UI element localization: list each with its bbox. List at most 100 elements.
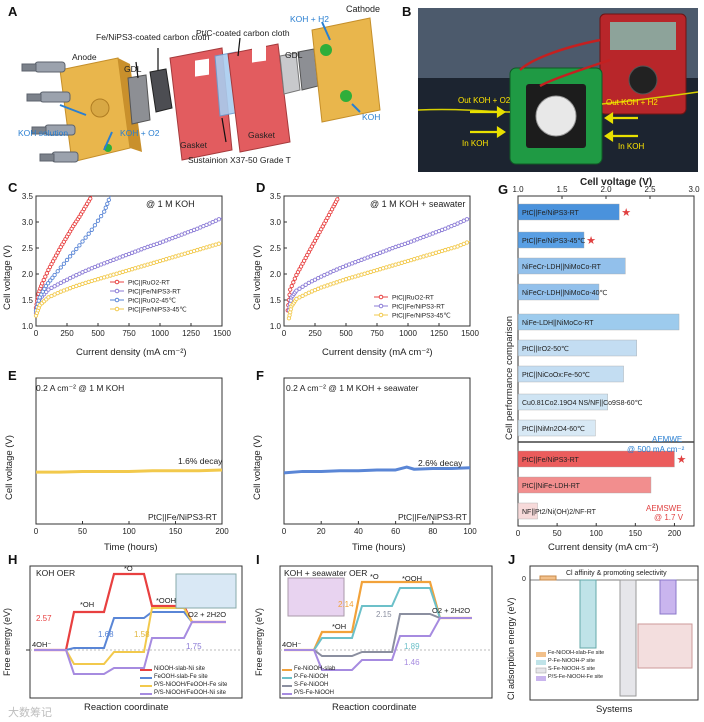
label-koh-h2: KOH + H2 bbox=[290, 14, 329, 24]
panel-b-label: B bbox=[402, 4, 412, 19]
path-s-fe-niooh bbox=[284, 613, 472, 657]
y-tick-label: 2.5 bbox=[22, 244, 34, 253]
bar-p-fe-niooh bbox=[579, 579, 597, 649]
panel-i-label: I bbox=[256, 552, 260, 567]
panel-j: J 0 Cl affinity & promoting selectivity … bbox=[504, 552, 704, 722]
panel-i-energy-diagram bbox=[279, 565, 493, 699]
top-tick-label: 1.5 bbox=[556, 185, 568, 194]
path-p-fe-niooh bbox=[284, 587, 472, 651]
x-tick-label: 60 bbox=[391, 527, 400, 536]
bar-label: NiFeCr-LDH||NiMoCo-40℃ bbox=[522, 290, 608, 297]
series-line bbox=[283, 465, 471, 475]
x-tick-label: 20 bbox=[317, 527, 326, 536]
label-out-right: Out KOH + H2 bbox=[606, 98, 658, 107]
data-point bbox=[294, 288, 299, 293]
panel-i-ylabel: Free energy (eV) bbox=[254, 607, 264, 676]
x-tick-label: 250 bbox=[308, 329, 322, 338]
legend-label: PtC||Fe/NiPS3-45℃ bbox=[392, 312, 451, 320]
x-tick-label: 1250 bbox=[182, 329, 200, 338]
bar bbox=[517, 502, 538, 520]
device-photo bbox=[417, 8, 699, 172]
anode-gdl bbox=[127, 74, 151, 125]
y-tick-label: 3.5 bbox=[270, 192, 282, 201]
x-tick-label: 1250 bbox=[430, 329, 448, 338]
top-tick-label: 1.0 bbox=[512, 185, 524, 194]
data-point bbox=[291, 280, 296, 285]
legend-label: PtC||RuO2-RT bbox=[128, 280, 170, 287]
panel-i-xlabel: Reaction coordinate bbox=[332, 702, 417, 713]
data-point bbox=[292, 276, 297, 281]
panel-h-label: H bbox=[8, 552, 18, 567]
bar-label: NiFe-LDH||NiMoCo-RT bbox=[522, 320, 594, 327]
anode-port bbox=[90, 98, 110, 118]
panel-i-s3: *OOH bbox=[402, 574, 423, 583]
panel-h-s1: *OH bbox=[80, 600, 95, 609]
bar-label: PtC||IrO2-50℃ bbox=[522, 346, 569, 353]
x-tick-label: 250 bbox=[60, 329, 74, 338]
cathode-outlet bbox=[340, 90, 352, 102]
label-membrane: Sustainion X37-50 Grade T bbox=[188, 155, 291, 165]
x-tick-label: 200 bbox=[668, 529, 682, 538]
x-tick-label: 100 bbox=[122, 527, 136, 536]
watermark: 大数筹记 bbox=[8, 707, 52, 719]
bar-label: PtC||Fe/NiPS3-RT bbox=[522, 210, 580, 217]
panel-e-device: PtC||Fe/NiPS3-RT bbox=[148, 512, 217, 522]
panel-h-legend bbox=[140, 669, 152, 695]
top-tick-label: 2.5 bbox=[644, 185, 656, 194]
flow-arrows-b bbox=[470, 105, 638, 143]
data-point bbox=[89, 227, 94, 232]
bar-fe-niooh bbox=[539, 575, 557, 581]
panel-i: I KOH + seawater OER Free energy (eV) Re… bbox=[252, 552, 502, 722]
panel-i-legend-3: S-Fe-NiOOH bbox=[294, 682, 329, 688]
label-koh: KOH bbox=[362, 112, 381, 122]
legend-label: PtC||Fe/NiPS3-45℃ bbox=[128, 306, 187, 314]
panel-g-top-axis-label: Cell voltage (V) bbox=[580, 177, 653, 188]
bar-label: PtC||Fe/NiPS3-RT bbox=[522, 457, 580, 464]
panel-e-xlabel: Time (hours) bbox=[104, 542, 158, 553]
panel-g-aemswe-label: AEMSWE bbox=[646, 504, 682, 513]
panel-h-legend-2: FeOOH-slab-Fe site bbox=[154, 674, 208, 680]
data-point bbox=[58, 265, 63, 270]
data-point bbox=[464, 217, 470, 222]
panel-i-s1: *OH bbox=[332, 622, 347, 631]
legend-label: PtC||RuO2-RT bbox=[392, 295, 434, 302]
bar bbox=[517, 393, 608, 411]
data-point bbox=[61, 261, 67, 266]
x-tick-label: 750 bbox=[122, 329, 136, 338]
data-point bbox=[74, 246, 79, 252]
panel-d-label: D bbox=[256, 180, 266, 195]
data-point bbox=[50, 275, 55, 280]
panel-e-label: E bbox=[8, 368, 17, 383]
panel-j-title: Cl affinity & promoting selectivity bbox=[566, 570, 667, 577]
crystal-structure-i bbox=[287, 577, 345, 617]
top-tick-label: 3.0 bbox=[688, 185, 700, 194]
panel-f-label: F bbox=[256, 368, 264, 383]
fenips-cloth bbox=[149, 68, 173, 113]
top-tick-label: 2.0 bbox=[600, 185, 612, 194]
cathode-block bbox=[311, 17, 381, 123]
bar bbox=[517, 339, 638, 357]
panel-a: A bbox=[0, 0, 390, 175]
panel-i-legend-4: P/S-Fe-NiOOH bbox=[294, 690, 335, 696]
bar-s-fe-niooh bbox=[619, 579, 637, 697]
x-tick-label: 500 bbox=[91, 329, 105, 338]
flow-arrows bbox=[59, 21, 361, 151]
panel-f-annotation: 0.2 A cm⁻² @ 1 M KOH + seawater bbox=[286, 383, 419, 393]
panel-h-oh: 4OH⁻ bbox=[32, 640, 52, 649]
x-tick-label: 0 bbox=[516, 529, 521, 538]
x-tick-label: 50 bbox=[553, 529, 562, 538]
data-point bbox=[48, 278, 53, 283]
panel-a-label: A bbox=[8, 4, 18, 19]
panel-j-frame bbox=[529, 565, 699, 701]
x-tick-label: 200 bbox=[215, 527, 229, 536]
multimeter-screen bbox=[610, 22, 676, 50]
data-point bbox=[92, 223, 98, 228]
panel-j-legend-4: P/S-Fe-NiOOH-Fe site bbox=[548, 674, 604, 680]
panel-h: H KOH OER Free energy (eV) Reaction c bbox=[0, 552, 250, 722]
bar bbox=[517, 283, 600, 301]
label-in-left: In KOH bbox=[462, 139, 489, 148]
x-tick-label: 150 bbox=[169, 527, 183, 536]
panel-f-device: PtC||Fe/NiPS3-RT bbox=[398, 512, 467, 522]
panel-j-legend-1: Fe-NiOOH-slab-Fe site bbox=[548, 650, 605, 656]
panel-d-xlabel: Current density (mA cm⁻²) bbox=[322, 347, 433, 358]
